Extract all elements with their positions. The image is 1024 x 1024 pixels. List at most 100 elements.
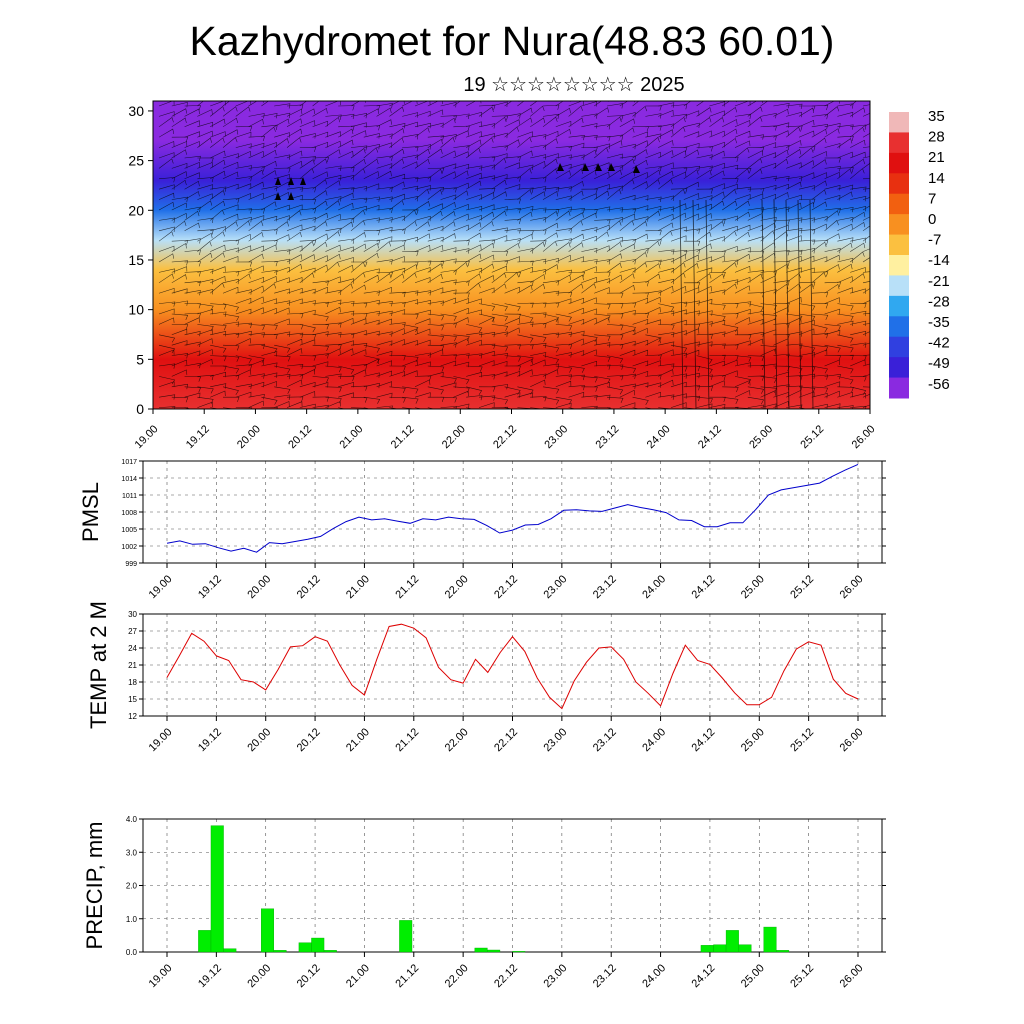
wind-barb xyxy=(312,221,328,232)
wind-barb xyxy=(312,157,329,163)
wind-barb xyxy=(568,220,583,232)
wind-barb xyxy=(824,324,841,331)
wind-barb xyxy=(670,254,687,263)
x-tick-label: 24.00 xyxy=(645,423,673,451)
wind-barb xyxy=(760,101,776,107)
wind-barb xyxy=(670,116,686,128)
wind-barb xyxy=(440,163,457,169)
y-tick-label: 0 xyxy=(136,401,144,417)
wind-barb xyxy=(402,209,419,215)
wind-barb xyxy=(248,215,265,221)
wind-barb xyxy=(299,133,316,139)
wind-barb xyxy=(338,348,354,356)
wind-barb xyxy=(786,235,802,242)
wind-barb xyxy=(466,147,481,159)
wind-barb xyxy=(594,184,610,190)
wind-barb xyxy=(798,217,816,223)
wind-barb xyxy=(824,390,840,398)
wind-barb xyxy=(862,197,870,200)
wind-barb xyxy=(350,349,367,356)
wind-barb xyxy=(325,101,341,107)
wind-barb xyxy=(440,279,457,285)
precip-bar xyxy=(512,951,526,953)
wind-barb xyxy=(414,158,430,169)
wind-barb xyxy=(645,210,661,221)
wind-barb xyxy=(722,386,739,393)
wind-barb xyxy=(747,134,764,140)
colorbar-label: 7 xyxy=(928,190,936,207)
wind-barb xyxy=(696,188,713,194)
wind-barb xyxy=(709,236,725,242)
wind-pennant xyxy=(288,177,294,185)
wind-barb xyxy=(747,224,764,232)
wind-barb xyxy=(683,385,701,391)
wind-barb xyxy=(542,104,560,110)
wind-barb xyxy=(786,202,802,211)
wind-barb xyxy=(453,338,469,346)
wind-barb xyxy=(466,309,483,315)
wind-barb xyxy=(235,193,252,200)
wind-barb xyxy=(184,210,200,221)
page-subtitle: 19 ☆☆☆☆☆☆☆☆ 2025 xyxy=(463,74,685,96)
wind-barb xyxy=(184,290,201,296)
wind-barb xyxy=(325,401,341,408)
wind-barb xyxy=(734,334,752,340)
wind-barb xyxy=(658,349,674,356)
wind-barb xyxy=(542,131,559,138)
wind-barb xyxy=(286,104,304,110)
wind-barb xyxy=(504,392,521,398)
wind-barb xyxy=(504,126,519,138)
wind-barb xyxy=(414,339,431,346)
wind-barb xyxy=(760,348,776,356)
wind-barb xyxy=(491,227,508,233)
wind-barb xyxy=(658,195,675,201)
wind-barb xyxy=(491,210,507,221)
wind-barb xyxy=(658,285,674,294)
wind-barb xyxy=(210,303,227,310)
wind-barb xyxy=(670,249,688,256)
wind-barb xyxy=(734,186,752,193)
wind-barb xyxy=(158,268,175,274)
wind-barb xyxy=(837,376,854,385)
wind-barb xyxy=(619,373,636,380)
wind-barb xyxy=(837,184,854,191)
page-title: Kazhydromet for Nura(48.83 60.01) xyxy=(189,18,835,64)
y-tick-label: 10 xyxy=(128,302,144,318)
wind-barb xyxy=(632,172,648,180)
wind-barb xyxy=(222,374,240,381)
wind-barb xyxy=(632,101,640,107)
wind-barb xyxy=(709,319,726,326)
wind-barb xyxy=(491,191,507,200)
wind-barb xyxy=(696,285,712,294)
wind-barb xyxy=(530,229,547,235)
wind-barb xyxy=(798,328,815,336)
wind-barb xyxy=(171,260,189,266)
wind-barb xyxy=(261,126,276,138)
wind-barb xyxy=(261,160,277,169)
wind-barb xyxy=(248,118,264,128)
wind-barb xyxy=(747,386,765,394)
colorbar-swatch xyxy=(889,357,909,379)
wind-pennant xyxy=(275,177,281,185)
wind-barb xyxy=(581,283,596,294)
wind-barb xyxy=(248,166,265,172)
wind-barb xyxy=(798,160,815,169)
wind-barb xyxy=(491,396,509,405)
wind-barb xyxy=(696,117,712,128)
wind-barb xyxy=(427,273,443,284)
colorbar-label: -35 xyxy=(928,314,950,331)
wind-barb xyxy=(645,290,662,296)
wind-barb xyxy=(312,361,329,367)
wind-barb xyxy=(363,355,380,364)
wind-barb xyxy=(568,283,584,294)
wind-barb xyxy=(581,334,598,343)
wind-barb xyxy=(402,396,419,404)
wind-barb xyxy=(683,213,700,221)
wind-barb xyxy=(351,261,368,267)
wind-barb xyxy=(504,242,520,252)
wind-barb xyxy=(862,162,870,169)
wind-barb xyxy=(581,395,598,401)
wind-barb xyxy=(670,262,686,273)
wind-barb xyxy=(747,168,763,180)
wind-barb xyxy=(734,376,752,385)
